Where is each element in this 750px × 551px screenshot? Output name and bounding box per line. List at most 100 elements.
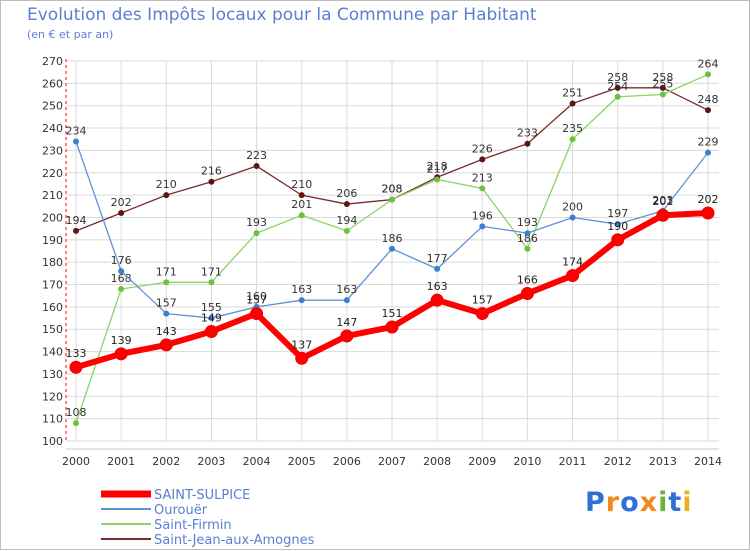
data-point-ourou-r bbox=[389, 245, 395, 252]
y-tick-label: 130 bbox=[42, 368, 63, 381]
y-tick-label: 230 bbox=[42, 144, 63, 157]
data-point-saint-sulpice bbox=[475, 307, 489, 321]
data-point-ourou-r bbox=[163, 310, 170, 317]
x-tick-label: 2006 bbox=[333, 455, 361, 468]
x-tick-label: 2004 bbox=[243, 455, 271, 468]
proxiti-logo: Proxiti bbox=[585, 487, 693, 518]
data-label-saint-sulpice: 147 bbox=[336, 316, 357, 329]
data-label-saint-jean-aux-amognes: 223 bbox=[246, 149, 267, 162]
data-label-saint-firmin: 217 bbox=[427, 162, 448, 175]
data-point-saint-jean-aux-amognes bbox=[569, 100, 576, 107]
data-point-saint-sulpice bbox=[69, 360, 83, 374]
data-label-saint-sulpice: 157 bbox=[246, 294, 267, 307]
y-tick-label: 110 bbox=[42, 413, 63, 426]
data-point-saint-firmin bbox=[208, 279, 215, 286]
data-label-saint-firmin: 171 bbox=[201, 265, 222, 278]
data-label-saint-firmin: 235 bbox=[562, 122, 583, 135]
y-tick-label: 180 bbox=[42, 256, 63, 269]
data-label-ourou-r: 203 bbox=[652, 194, 673, 207]
data-point-saint-firmin bbox=[118, 286, 125, 292]
chart-subtitle: (en € et par an) bbox=[27, 28, 114, 41]
data-point-saint-jean-aux-amognes bbox=[208, 178, 215, 185]
data-label-saint-jean-aux-amognes: 206 bbox=[336, 187, 357, 200]
data-label-saint-firmin: 201 bbox=[291, 198, 312, 211]
y-tick-label: 260 bbox=[42, 77, 63, 90]
data-point-saint-sulpice bbox=[340, 329, 354, 343]
x-tick-label: 2008 bbox=[423, 455, 451, 468]
data-point-ourou-r bbox=[569, 214, 576, 221]
data-label-saint-sulpice: 163 bbox=[427, 280, 448, 293]
data-label-saint-firmin: 108 bbox=[66, 406, 87, 419]
data-point-ourou-r bbox=[298, 297, 305, 304]
y-tick-label: 120 bbox=[42, 390, 63, 403]
data-point-saint-firmin bbox=[659, 91, 666, 98]
data-label-ourou-r: 200 bbox=[562, 200, 583, 213]
data-point-saint-jean-aux-amognes bbox=[118, 210, 125, 216]
data-point-saint-sulpice bbox=[520, 286, 534, 300]
data-point-saint-firmin bbox=[298, 212, 305, 219]
x-tick-label: 2000 bbox=[62, 455, 90, 468]
x-tick-label: 2011 bbox=[559, 455, 587, 468]
data-label-saint-jean-aux-amognes: 202 bbox=[111, 196, 132, 209]
x-tick-label: 2007 bbox=[378, 455, 406, 468]
data-point-saint-jean-aux-amognes bbox=[479, 156, 486, 163]
data-point-saint-sulpice bbox=[656, 208, 670, 222]
data-point-ourou-r bbox=[118, 268, 125, 275]
y-tick-label: 270 bbox=[42, 55, 63, 68]
data-label-ourou-r: 197 bbox=[607, 207, 628, 220]
data-label-saint-jean-aux-amognes: 216 bbox=[201, 165, 222, 178]
x-tick-label: 2010 bbox=[513, 455, 541, 468]
data-label-saint-jean-aux-amognes: 210 bbox=[291, 178, 312, 191]
data-point-saint-sulpice bbox=[430, 293, 444, 307]
data-label-saint-jean-aux-amognes: 194 bbox=[66, 214, 87, 227]
data-label-ourou-r: 196 bbox=[472, 209, 493, 222]
data-label-saint-sulpice: 166 bbox=[517, 273, 538, 286]
y-tick-label: 160 bbox=[42, 301, 63, 314]
data-point-ourou-r bbox=[434, 265, 441, 272]
data-label-saint-jean-aux-amognes: 258 bbox=[652, 71, 673, 84]
data-label-saint-firmin: 194 bbox=[336, 214, 357, 227]
data-label-saint-firmin: 213 bbox=[472, 171, 493, 184]
data-point-saint-sulpice bbox=[204, 324, 218, 338]
data-label-saint-sulpice: 143 bbox=[156, 325, 177, 338]
data-label-saint-jean-aux-amognes: 233 bbox=[517, 127, 538, 140]
data-label-saint-sulpice: 137 bbox=[291, 338, 312, 351]
data-label-saint-sulpice: 202 bbox=[698, 193, 719, 206]
data-point-saint-sulpice bbox=[114, 347, 128, 361]
data-point-saint-firmin bbox=[253, 230, 260, 237]
data-point-saint-sulpice bbox=[611, 233, 625, 247]
data-label-ourou-r: 177 bbox=[427, 252, 448, 265]
data-point-saint-sulpice bbox=[385, 320, 399, 334]
data-label-saint-jean-aux-amognes: 258 bbox=[607, 71, 628, 84]
data-point-saint-firmin bbox=[163, 279, 170, 286]
data-point-saint-sulpice bbox=[566, 269, 580, 283]
y-tick-label: 140 bbox=[42, 346, 63, 359]
data-label-saint-sulpice: 157 bbox=[472, 294, 493, 307]
data-label-saint-firmin: 254 bbox=[607, 80, 628, 93]
data-label-saint-firmin: 193 bbox=[246, 216, 267, 229]
data-point-saint-sulpice bbox=[159, 338, 173, 352]
y-tick-label: 190 bbox=[42, 234, 63, 247]
data-label-saint-sulpice: 151 bbox=[382, 307, 403, 320]
data-label-saint-jean-aux-amognes: 208 bbox=[382, 183, 403, 196]
data-point-ourou-r bbox=[524, 230, 531, 237]
data-label-saint-sulpice: 149 bbox=[201, 311, 222, 324]
data-label-saint-firmin: 264 bbox=[698, 57, 719, 70]
data-point-saint-jean-aux-amognes bbox=[73, 227, 79, 234]
data-label-saint-jean-aux-amognes: 218 bbox=[427, 160, 448, 173]
data-point-ourou-r bbox=[343, 297, 350, 304]
data-point-ourou-r bbox=[208, 315, 215, 322]
data-point-saint-jean-aux-amognes bbox=[614, 84, 621, 91]
x-tick-label: 2012 bbox=[604, 455, 632, 468]
data-label-saint-jean-aux-amognes: 251 bbox=[562, 86, 583, 99]
data-point-ourou-r bbox=[705, 149, 711, 156]
data-point-saint-sulpice bbox=[701, 206, 715, 220]
data-point-saint-sulpice bbox=[250, 307, 264, 321]
chart-title: Evolution des Impôts locaux pour la Comm… bbox=[27, 5, 537, 25]
data-point-saint-sulpice bbox=[295, 351, 309, 365]
data-label-saint-sulpice: 139 bbox=[111, 334, 132, 347]
data-label-saint-jean-aux-amognes: 210 bbox=[156, 178, 177, 191]
data-label-ourou-r: 163 bbox=[336, 283, 357, 296]
data-label-ourou-r: 193 bbox=[517, 216, 538, 229]
